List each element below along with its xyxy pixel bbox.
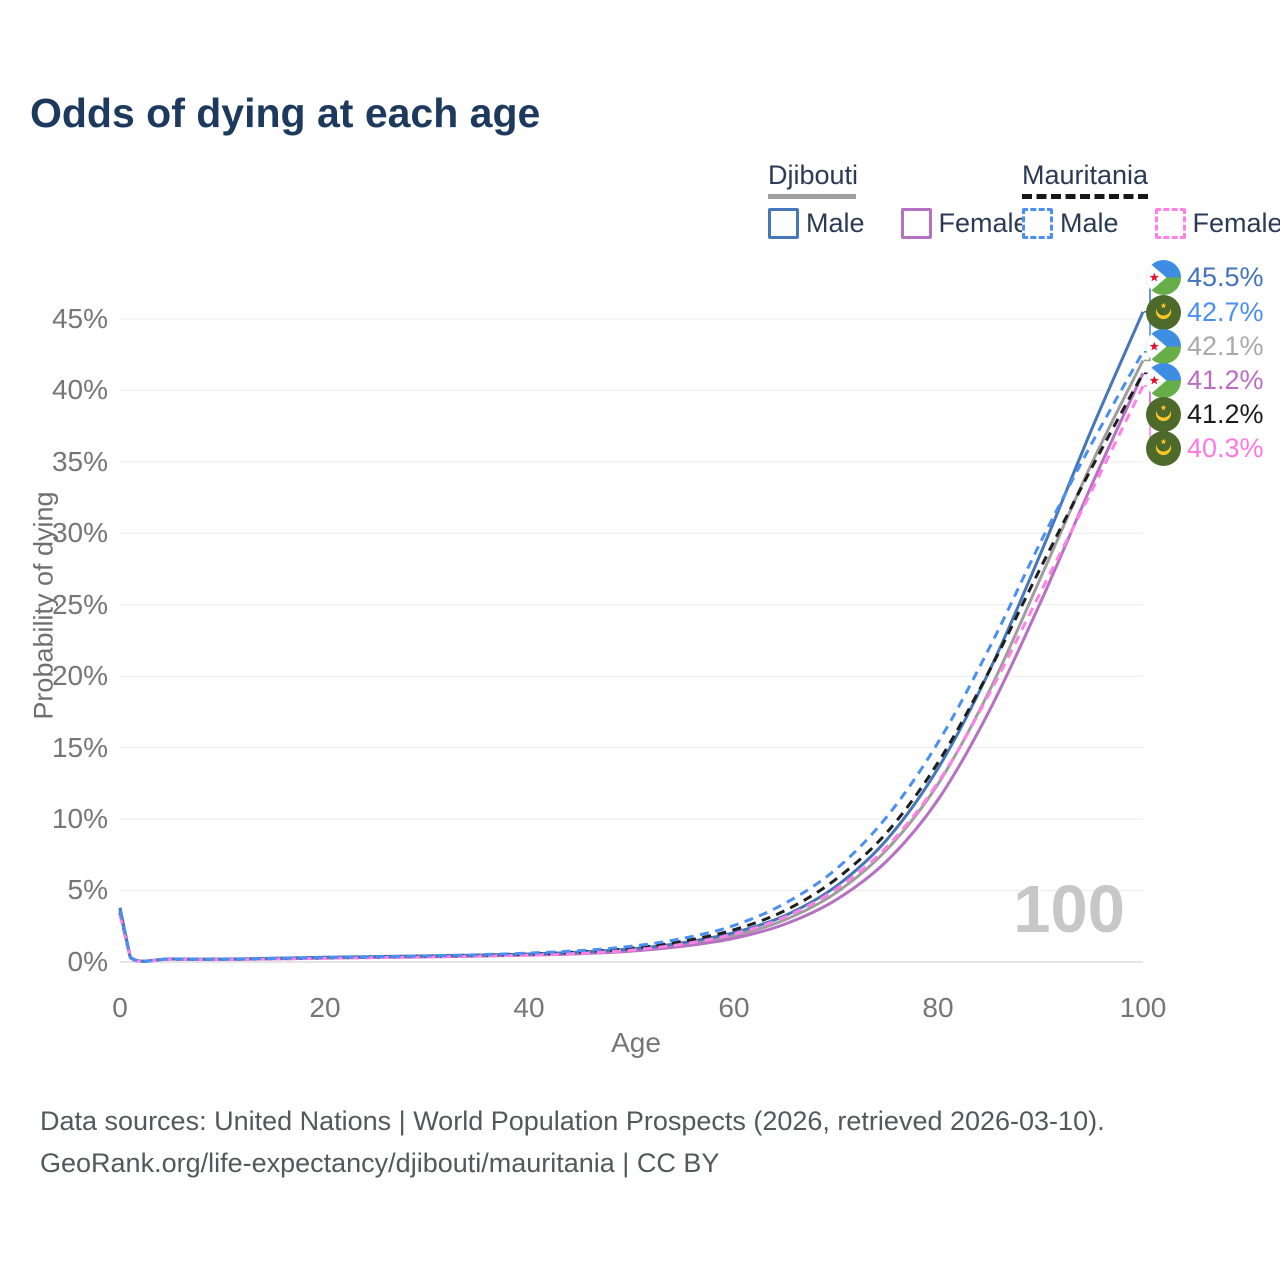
x-tick: 60 bbox=[718, 992, 750, 1023]
djibouti-flag-icon bbox=[1146, 363, 1181, 398]
series-line-mauritania-male bbox=[118, 351, 1145, 963]
djibouti-flag-icon bbox=[1146, 329, 1181, 364]
end-value: 41.2% bbox=[1187, 399, 1264, 429]
end-label-djibouti-female: 41.2% bbox=[1146, 363, 1264, 398]
x-tick: 20 bbox=[309, 992, 341, 1023]
end-value: 40.3% bbox=[1187, 433, 1264, 463]
y-tick: 20% bbox=[51, 660, 108, 691]
legend-country-mauritania: Mauritania bbox=[1022, 160, 1149, 190]
y-tick: 10% bbox=[51, 803, 108, 834]
legend-item-djibouti-male[interactable]: Male bbox=[768, 208, 865, 239]
swatch-dashed-blue bbox=[1022, 208, 1053, 239]
legend-item-djibouti-female[interactable]: Female bbox=[900, 208, 1029, 239]
series-line-djibouti-male bbox=[118, 311, 1145, 963]
legend-label: Female bbox=[938, 208, 1029, 238]
end-value: 41.2% bbox=[1187, 365, 1264, 395]
x-tick: 0 bbox=[112, 992, 128, 1023]
swatch-solid-purple bbox=[900, 208, 932, 239]
x-tick: 100 bbox=[1119, 992, 1167, 1023]
djibouti-flag-icon bbox=[1146, 260, 1181, 295]
y-tick: 0% bbox=[67, 946, 108, 977]
end-label-mauritania-total: 41.2% bbox=[1146, 397, 1264, 432]
legend-linestyle-solid bbox=[768, 194, 856, 199]
x-tick: 80 bbox=[922, 992, 954, 1023]
data-sources: Data sources: United Nations | World Pop… bbox=[40, 1106, 1105, 1136]
attribution-url: GeoRank.org/life-expectancy/djibouti/mau… bbox=[40, 1148, 720, 1178]
y-axis-title: Probability of dying bbox=[28, 491, 59, 720]
legend-label: Female bbox=[1192, 208, 1280, 238]
page-title: Odds of dying at each age bbox=[30, 90, 541, 136]
mauritania-flag-icon bbox=[1146, 397, 1181, 432]
end-value: 42.7% bbox=[1187, 297, 1264, 327]
end-value: 45.5% bbox=[1187, 262, 1264, 292]
y-tick: 35% bbox=[51, 446, 108, 477]
mauritania-flag-icon bbox=[1146, 295, 1181, 330]
legend-item-mauritania-female[interactable]: Female bbox=[1154, 208, 1280, 239]
end-label-mauritania-female: 40.3% bbox=[1146, 431, 1264, 466]
end-label-djibouti-total: 42.1% bbox=[1146, 329, 1264, 364]
legend-label: Male bbox=[1060, 208, 1119, 238]
y-tick: 45% bbox=[51, 303, 108, 334]
mauritania-flag-icon bbox=[1146, 431, 1181, 466]
legend-country-djibouti: Djibouti bbox=[768, 160, 859, 190]
hovered-age-watermark: 100 bbox=[1013, 872, 1125, 947]
end-value: 42.1% bbox=[1187, 331, 1264, 361]
end-label-djibouti-male: 45.5% bbox=[1146, 260, 1264, 295]
y-tick: 15% bbox=[51, 732, 108, 763]
x-tick: 40 bbox=[513, 992, 545, 1023]
y-tick: 40% bbox=[51, 374, 108, 405]
x-axis-title: Age bbox=[611, 1027, 661, 1058]
swatch-dashed-pink bbox=[1154, 208, 1186, 239]
legend-group-mauritania: Mauritania Male Female bbox=[1022, 160, 1280, 239]
y-tick: 25% bbox=[51, 589, 108, 620]
legend-linestyle-dashed bbox=[1022, 194, 1148, 199]
end-label-mauritania-male: 42.7% bbox=[1146, 295, 1264, 330]
legend-item-mauritania-male[interactable]: Male bbox=[1022, 208, 1119, 239]
y-tick: 30% bbox=[51, 517, 108, 548]
series-line-djibouti-both-sexes bbox=[118, 359, 1145, 963]
swatch-solid-blue bbox=[768, 208, 799, 239]
y-tick: 5% bbox=[67, 874, 108, 905]
legend-label: Male bbox=[806, 208, 865, 238]
legend-group-djibouti: Djibouti Male Female bbox=[768, 160, 1029, 239]
